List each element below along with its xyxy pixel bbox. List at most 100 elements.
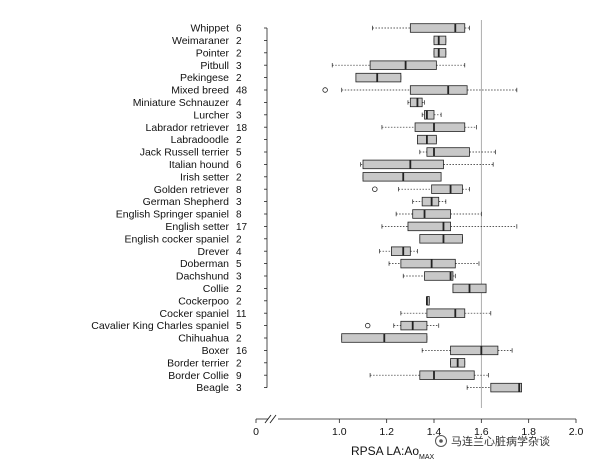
sample-count: 2 xyxy=(236,36,242,47)
sample-count: 2 xyxy=(236,358,242,369)
iqr-box xyxy=(355,72,402,83)
iqr-box xyxy=(424,110,435,120)
sample-count: 2 xyxy=(236,296,242,307)
category-label: Pitbull xyxy=(200,60,229,72)
sample-count: 2 xyxy=(236,284,242,295)
iqr-box xyxy=(400,320,428,331)
sample-count: 16 xyxy=(236,346,248,357)
sample-count: 2 xyxy=(236,334,242,345)
axis-break-mark xyxy=(264,414,272,424)
iqr-box xyxy=(390,246,411,256)
category-label: Labrador retriever xyxy=(146,122,230,134)
iqr-box xyxy=(419,370,475,380)
sample-count: 2 xyxy=(236,172,242,183)
category-label: Whippet xyxy=(190,23,229,35)
sample-count: 2 xyxy=(236,48,242,59)
plot-area xyxy=(322,20,522,408)
category-label: Miniature Schnauzer xyxy=(133,97,230,109)
sample-count: 3 xyxy=(236,197,242,208)
sample-count: 3 xyxy=(236,272,242,283)
axis-break-mark xyxy=(269,414,277,424)
iqr-box xyxy=(490,382,522,393)
x-tick-label: 1.6 xyxy=(474,426,489,438)
iqr-box xyxy=(431,184,463,194)
iqr-box xyxy=(450,345,499,356)
x-tick-label: 1.4 xyxy=(427,426,442,438)
outlier-point xyxy=(365,322,371,329)
x-tick-label: 1.0 xyxy=(332,426,347,438)
category-label: English Springer spaniel xyxy=(116,209,229,221)
x-axis-title: RPSA LA:AoMAX xyxy=(351,444,435,461)
iqr-box xyxy=(433,35,447,46)
iqr-box xyxy=(421,196,440,207)
category-label: Italian hound xyxy=(169,159,229,171)
watermark-logo-dot xyxy=(439,439,443,443)
x-tick-label: 2.0 xyxy=(569,426,584,438)
category-label: Boxer xyxy=(202,345,230,357)
sample-count: 48 xyxy=(236,86,248,97)
category-label: Drever xyxy=(197,246,229,258)
sample-count: 2 xyxy=(236,234,242,245)
sample-count: 6 xyxy=(236,160,242,171)
x-tick-label: 0 xyxy=(253,426,259,438)
category-label: Dachshund xyxy=(176,271,229,283)
sample-count: 4 xyxy=(236,98,242,109)
outlier-point xyxy=(322,87,328,93)
sample-count: 3 xyxy=(236,110,242,121)
category-label: Pekingese xyxy=(180,72,229,84)
iqr-box xyxy=(426,147,470,157)
iqr-box xyxy=(409,23,466,33)
sample-count: 5 xyxy=(236,321,242,332)
category-label: Golden retriever xyxy=(154,184,230,196)
iqr-box xyxy=(419,234,463,244)
category-label: German Shepherd xyxy=(143,196,230,208)
category-label: Lurcher xyxy=(193,109,229,121)
sample-count: 8 xyxy=(236,210,242,221)
category-label: Cockerpoo xyxy=(178,295,229,307)
category-label: Irish setter xyxy=(180,171,230,183)
category-label: Labradoodle xyxy=(171,134,230,146)
x-tick-label: 1.2 xyxy=(379,426,394,438)
x-tick-label: 1.8 xyxy=(521,426,536,438)
category-label: Border Collie xyxy=(168,370,229,382)
category-label: English setter xyxy=(165,221,229,233)
sample-count: 5 xyxy=(236,148,242,159)
iqr-box xyxy=(426,308,466,318)
sample-count: 11 xyxy=(236,309,247,320)
iqr-box xyxy=(362,172,442,182)
sample-count: 8 xyxy=(236,185,242,196)
sample-count: 2 xyxy=(236,135,242,146)
category-label: Cavalier King Charles spaniel xyxy=(91,320,229,332)
x-axis: 0 1.0 1.2 1.4 1.6 1.8 2.0 xyxy=(253,414,584,438)
category-label: Weimaraner xyxy=(172,35,229,47)
category-labels: WhippetWeimaranerPointerPitbullPekingese… xyxy=(91,23,268,394)
iqr-box xyxy=(409,85,468,95)
iqr-box xyxy=(400,258,456,269)
iqr-box xyxy=(409,97,423,108)
outlier-point xyxy=(372,186,378,192)
category-label: Cocker spaniel xyxy=(160,308,229,320)
sample-count: 9 xyxy=(236,371,242,382)
iqr-box xyxy=(407,221,451,232)
category-label: Beagle xyxy=(196,382,229,394)
category-label: Doberman xyxy=(180,258,229,270)
sample-count: 18 xyxy=(236,123,248,134)
category-label: Chihuahua xyxy=(178,333,229,345)
sample-count: 3 xyxy=(236,383,242,394)
iqr-box xyxy=(412,209,451,219)
watermark-logo-icon xyxy=(435,435,447,447)
x-axis-title-main: RPSA LA:Ao xyxy=(351,444,419,458)
watermark-text: 马连兰心脏病学杂谈 xyxy=(451,434,550,448)
sample-count: 6 xyxy=(236,24,242,35)
iqr-box xyxy=(414,122,466,132)
watermark: 马连兰心脏病学杂谈 xyxy=(435,434,550,448)
iqr-box xyxy=(362,159,444,170)
iqr-box xyxy=(369,60,437,70)
category-label: Mixed breed xyxy=(171,85,229,97)
x-axis-title-subscript: MAX xyxy=(419,454,435,461)
category-label: Border terrier xyxy=(167,357,229,369)
sample-count: 3 xyxy=(236,61,242,72)
iqr-box xyxy=(433,48,447,58)
